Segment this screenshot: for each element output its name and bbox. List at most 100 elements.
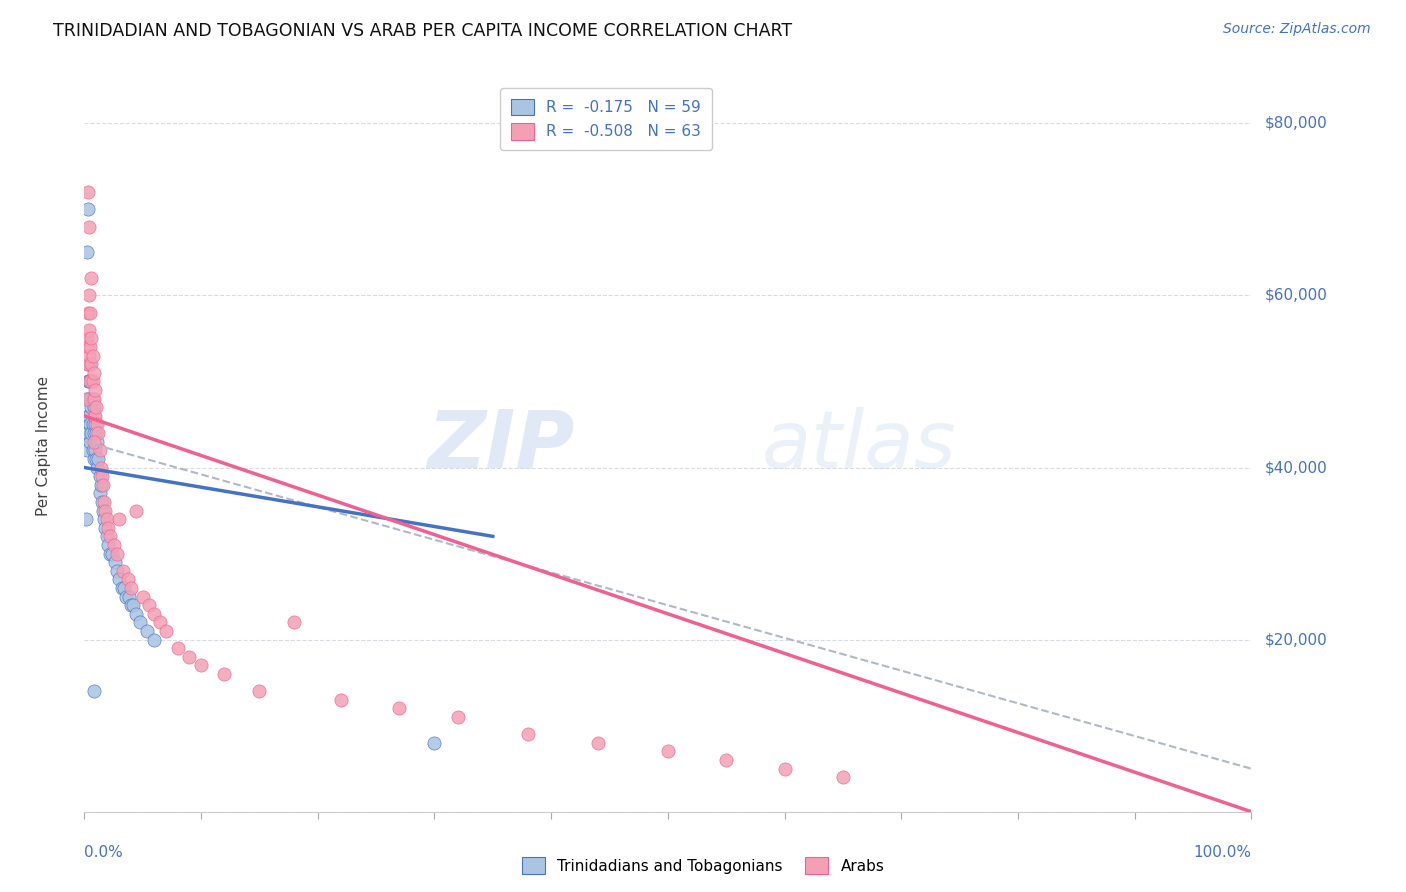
Point xyxy=(75,512,97,526)
Point xyxy=(136,624,159,638)
Point xyxy=(97,521,120,535)
Point xyxy=(96,512,118,526)
Point xyxy=(166,641,188,656)
Point xyxy=(125,607,148,621)
Point xyxy=(77,323,100,337)
Point xyxy=(79,357,101,371)
Text: atlas: atlas xyxy=(761,407,956,485)
Point xyxy=(96,529,118,543)
Point xyxy=(120,581,142,595)
Point xyxy=(108,573,131,587)
Point xyxy=(76,375,98,389)
Point xyxy=(80,426,103,441)
Point xyxy=(91,503,114,517)
Point xyxy=(76,340,98,354)
Point xyxy=(83,409,105,423)
Point xyxy=(80,271,103,285)
Point xyxy=(125,503,148,517)
Point xyxy=(103,538,125,552)
Point xyxy=(83,451,105,466)
Point xyxy=(76,202,98,217)
Text: TRINIDADIAN AND TOBAGONIAN VS ARAB PER CAPITA INCOME CORRELATION CHART: TRINIDADIAN AND TOBAGONIAN VS ARAB PER C… xyxy=(53,22,793,40)
Point xyxy=(86,417,108,432)
Point xyxy=(83,434,105,449)
Point xyxy=(111,564,134,578)
Point xyxy=(77,392,100,406)
Point xyxy=(75,392,97,406)
Point xyxy=(138,598,160,612)
Point xyxy=(76,357,98,371)
Point xyxy=(120,598,142,612)
Point xyxy=(76,357,98,371)
Point xyxy=(129,615,152,630)
Point xyxy=(79,434,101,449)
Point xyxy=(76,305,98,319)
Point xyxy=(91,477,114,491)
Point xyxy=(89,486,111,500)
Point xyxy=(86,460,108,475)
Point xyxy=(108,512,131,526)
Point xyxy=(586,736,609,750)
Point xyxy=(117,573,139,587)
Point xyxy=(77,219,100,234)
Point xyxy=(90,495,112,509)
Point xyxy=(118,590,141,604)
Point xyxy=(87,451,110,466)
Point xyxy=(80,331,103,345)
Point xyxy=(83,409,105,423)
Point xyxy=(93,512,115,526)
Point xyxy=(190,658,212,673)
Point xyxy=(87,426,110,441)
Text: Per Capita Income: Per Capita Income xyxy=(37,376,51,516)
Point xyxy=(105,564,128,578)
Point xyxy=(97,538,120,552)
Point xyxy=(84,426,107,441)
Point xyxy=(79,392,101,406)
Point xyxy=(716,753,738,767)
Point xyxy=(516,727,538,741)
Point xyxy=(132,590,155,604)
Point xyxy=(83,443,105,458)
Point xyxy=(98,529,121,543)
Point xyxy=(83,684,105,698)
Point xyxy=(115,590,138,604)
Text: $40,000: $40,000 xyxy=(1265,460,1329,475)
Point xyxy=(155,624,177,638)
Point xyxy=(773,762,796,776)
Point xyxy=(83,417,105,432)
Text: 100.0%: 100.0% xyxy=(1194,845,1251,860)
Point xyxy=(101,547,124,561)
Legend: Trinidadians and Tobagonians, Arabs: Trinidadians and Tobagonians, Arabs xyxy=(516,851,890,880)
Point xyxy=(90,469,112,483)
Point xyxy=(82,349,104,363)
Point xyxy=(90,460,112,475)
Point xyxy=(79,417,101,432)
Text: ZIP: ZIP xyxy=(427,407,575,485)
Point xyxy=(80,375,103,389)
Point xyxy=(83,366,105,380)
Point xyxy=(77,349,100,363)
Point xyxy=(94,521,117,535)
Point xyxy=(423,736,446,750)
Point xyxy=(90,477,112,491)
Point xyxy=(89,443,111,458)
Point xyxy=(143,632,166,647)
Text: 0.0%: 0.0% xyxy=(84,845,124,860)
Point xyxy=(79,305,101,319)
Point xyxy=(98,547,121,561)
Text: $20,000: $20,000 xyxy=(1265,632,1329,647)
Point xyxy=(80,401,103,415)
Point xyxy=(76,426,98,441)
Point xyxy=(83,392,105,406)
Point xyxy=(388,701,411,715)
Legend: R =  -0.175   N = 59, R =  -0.508   N = 63: R = -0.175 N = 59, R = -0.508 N = 63 xyxy=(501,88,711,150)
Point xyxy=(76,426,98,441)
Point xyxy=(82,443,104,458)
Point xyxy=(179,649,201,664)
Point xyxy=(330,693,353,707)
Point xyxy=(122,598,145,612)
Point xyxy=(143,607,166,621)
Point xyxy=(76,245,98,260)
Point xyxy=(94,503,117,517)
Point xyxy=(82,417,104,432)
